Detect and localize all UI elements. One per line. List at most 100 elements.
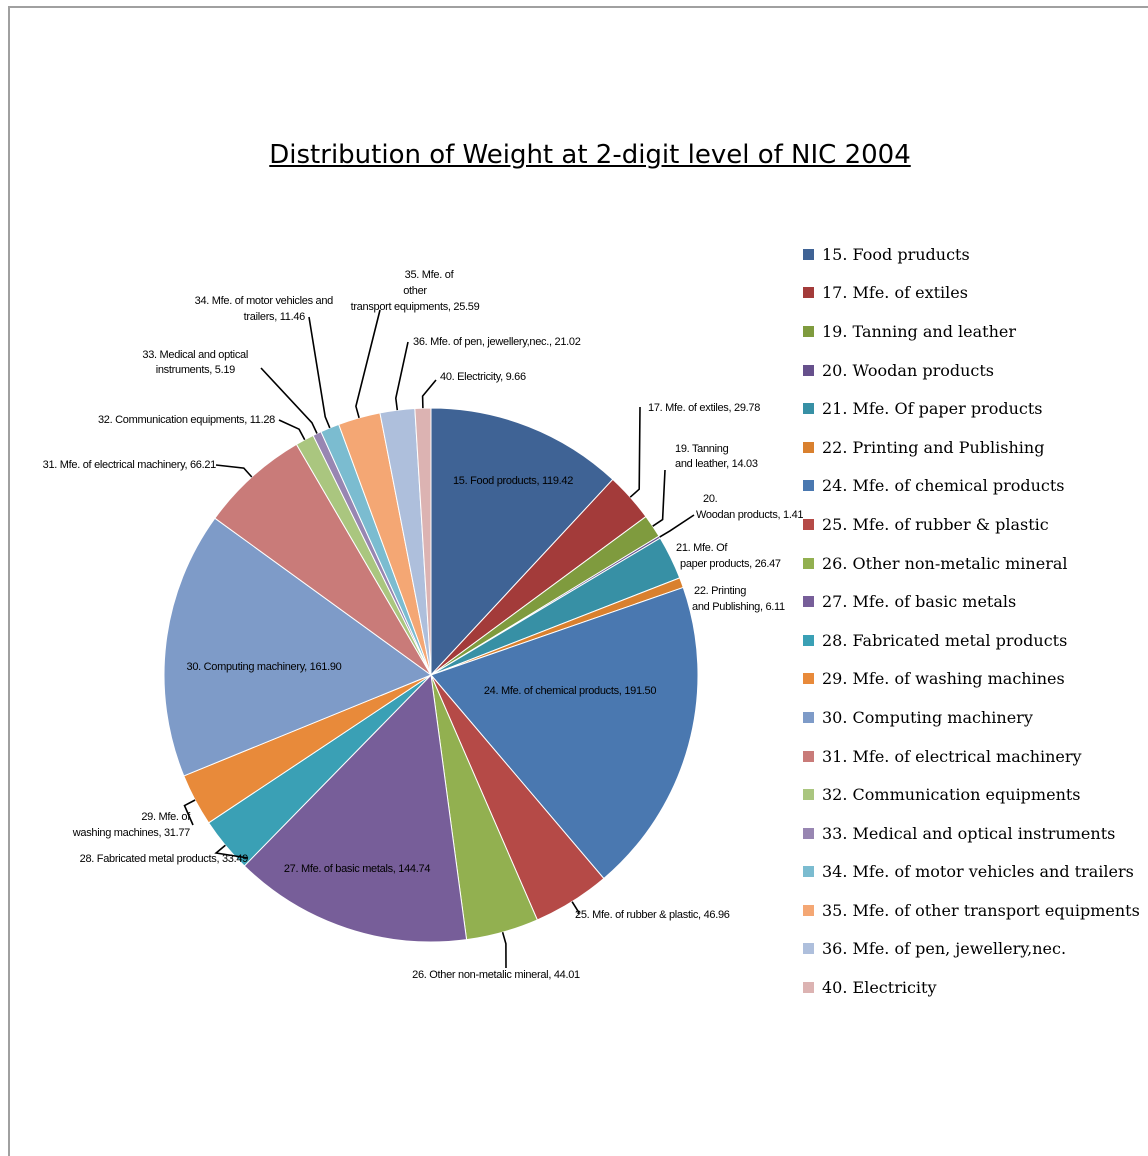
slice-data-label: 25. Mfe. of rubber & plastic, 46.96 — [575, 909, 730, 921]
legend-swatch — [803, 634, 814, 646]
legend-label: 21. Mfe. Of paper products — [822, 399, 1043, 419]
legend-item: 31. Mfe. of electrical machinery — [803, 737, 1140, 776]
legend-item: 35. Mfe. of other transport equipments — [803, 891, 1140, 930]
leader-line — [394, 341, 409, 411]
legend-swatch — [803, 480, 814, 492]
slice-data-label: 40. Electricity, 9.66 — [440, 371, 526, 383]
slice-data-label: 15. Food products, 119.42 — [453, 475, 573, 487]
pie-slice — [214, 443, 432, 676]
leader-line — [308, 316, 331, 429]
legend-item: 25. Mfe. of rubber & plastic — [803, 505, 1140, 544]
pie-slice — [243, 673, 468, 943]
legend-item: 20. Woodan products — [803, 351, 1140, 390]
legend-swatch — [803, 325, 814, 337]
slice-data-label: 31. Mfe. of electrical machinery, 66.21 — [43, 459, 217, 471]
legend-item: 26. Other non-metalic mineral — [803, 544, 1140, 583]
legend-label: 27. Mfe. of basic metals — [822, 592, 1017, 612]
pie-slice — [430, 407, 614, 677]
legend-swatch — [803, 596, 814, 608]
legend-label: 36. Mfe. of pen, jewellery,nec. — [822, 939, 1067, 959]
slice-data-label: 24. Mfe. of chemical products, 191.50 — [484, 685, 657, 697]
legend-swatch — [803, 287, 814, 299]
slice-data-label: 19. Tanning and leather, 14.03 — [675, 443, 758, 470]
leader-line — [659, 514, 695, 538]
slice-data-label: 20. Woodan products, 1.41 — [696, 493, 803, 521]
legend-label: 24. Mfe. of chemical products — [822, 476, 1065, 496]
slice-data-label: 34. Mfe. of motor vehicles and trailers, … — [195, 295, 334, 323]
legend-label: 32. Communication equipments — [822, 785, 1081, 805]
legend-swatch — [803, 518, 814, 530]
leader-line — [421, 379, 437, 409]
legend-label: 29. Mfe. of washing machines — [822, 669, 1065, 689]
legend-label: 20. Woodan products — [822, 360, 994, 380]
legend-item: 22. Printing and Publishing — [803, 428, 1140, 467]
chart-title: Distribution of Weight at 2-digit level … — [269, 140, 911, 170]
leader-line — [183, 799, 196, 826]
legend-swatch — [803, 711, 814, 723]
legend-item: 29. Mfe. of washing machines — [803, 660, 1140, 699]
legend-item: 30. Computing machinery — [803, 698, 1140, 737]
legend-item: 33. Medical and optical instruments — [803, 814, 1140, 853]
slice-data-label: 33. Medical and optical instruments, 5.19 — [142, 349, 248, 376]
legend-item: 28. Fabricated metal products — [803, 621, 1140, 660]
legend-swatch — [803, 364, 814, 376]
legend-swatch — [803, 673, 814, 685]
legend-item: 40. Electricity — [803, 968, 1140, 1007]
legend-item: 36. Mfe. of pen, jewellery,nec. — [803, 930, 1140, 969]
legend-item: 21. Mfe. Of paper products — [803, 389, 1140, 428]
slice-data-label: 27. Mfe. of basic metals, 144.74 — [284, 863, 431, 875]
legend-item: 17. Mfe. of extiles — [803, 274, 1140, 313]
legend: 15. Food pruducts 17. Mfe. of extiles 19. … — [803, 235, 1140, 1007]
legend-item: 27. Mfe. of basic metals — [803, 582, 1140, 621]
slice-data-label: 22. Printing and Publishing, 6.11 — [692, 585, 785, 613]
leader-line — [571, 901, 580, 915]
leader-line — [355, 309, 381, 419]
legend-label: 17. Mfe. of extiles — [822, 283, 968, 303]
legend-swatch — [803, 441, 814, 453]
legend-swatch — [803, 982, 814, 994]
slice-data-label: 28. Fabricated metal products, 33.49 — [80, 853, 249, 865]
legend-swatch — [803, 943, 814, 955]
legend-label: 30. Computing machinery — [822, 707, 1033, 727]
legend-item: 24. Mfe. of chemical products — [803, 467, 1140, 506]
leader-line — [278, 419, 306, 441]
chart-frame — [8, 6, 1148, 1156]
leader-line — [260, 367, 318, 434]
slice-data-label: 21. Mfe. Of paper products, 26.47 — [676, 542, 781, 570]
legend-label: 40. Electricity — [822, 978, 937, 998]
leader-line — [652, 469, 666, 527]
legend-item: 19. Tanning and leather — [803, 312, 1140, 351]
legend-swatch — [803, 403, 814, 415]
slice-data-label: 17. Mfe. of extiles, 29.78 — [648, 402, 760, 414]
legend-label: 25. Mfe. of rubber & plastic — [822, 514, 1049, 534]
pie-slice — [163, 517, 433, 777]
legend-item: 15. Food pruducts — [803, 235, 1140, 274]
legend-label: 31. Mfe. of electrical machinery — [822, 746, 1082, 766]
legend-item: 34. Mfe. of motor vehicles and trailers — [803, 853, 1140, 892]
leader-line — [629, 406, 641, 498]
slice-data-label: 32. Communication equipments, 11.28 — [98, 414, 275, 426]
legend-swatch — [803, 789, 814, 801]
legend-label: 19. Tanning and leather — [822, 321, 1017, 341]
legend-item: 32. Communication equipments — [803, 775, 1140, 814]
legend-label: 15. Food pruducts — [822, 244, 970, 264]
slice-data-label: 29. Mfe. of washing machines, 31.77 — [72, 811, 191, 839]
slice-data-label: 26. Other non-metalic mineral, 44.01 — [412, 969, 580, 981]
legend-label: 35. Mfe. of other transport equipments — [822, 900, 1140, 920]
legend-swatch — [803, 904, 814, 916]
leader-line — [215, 464, 253, 478]
legend-label: 26. Other non-metalic mineral — [822, 553, 1068, 573]
legend-label: 34. Mfe. of motor vehicles and trailers — [822, 862, 1134, 882]
legend-swatch — [803, 557, 814, 569]
pie-slice — [430, 586, 699, 880]
slice-data-label: 36. Mfe. of pen, jewellery,nec., 21.02 — [413, 336, 581, 348]
slice-data-label: 35. Mfe. of other transport equipments, 25… — [351, 269, 480, 313]
legend-swatch — [803, 866, 814, 878]
slice-data-label: 30. Computing machinery, 161.90 — [187, 661, 342, 673]
legend-swatch — [803, 827, 814, 839]
legend-label: 22. Printing and Publishing — [822, 437, 1045, 457]
legend-swatch — [803, 750, 814, 762]
legend-label: 33. Medical and optical instruments — [822, 823, 1116, 843]
leader-line — [501, 931, 507, 969]
